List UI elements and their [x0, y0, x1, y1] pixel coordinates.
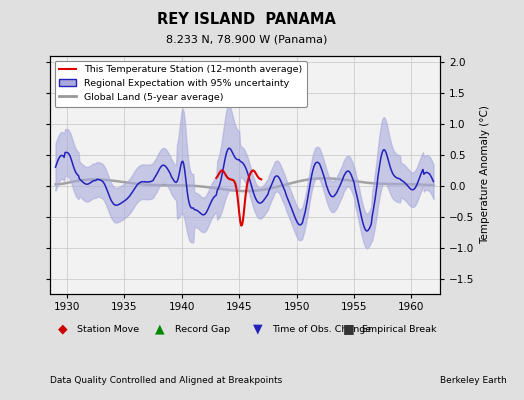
- Text: 1940: 1940: [169, 302, 195, 312]
- Text: ■: ■: [343, 322, 354, 336]
- Text: 1955: 1955: [341, 302, 367, 312]
- Text: Time of Obs. Change: Time of Obs. Change: [272, 324, 372, 334]
- Text: Berkeley Earth: Berkeley Earth: [440, 376, 507, 385]
- Text: 1935: 1935: [111, 302, 138, 312]
- Text: 1945: 1945: [226, 302, 253, 312]
- Text: Record Gap: Record Gap: [174, 324, 230, 334]
- Text: Station Move: Station Move: [77, 324, 139, 334]
- Legend: This Temperature Station (12-month average), Regional Expectation with 95% uncer: This Temperature Station (12-month avera…: [54, 61, 307, 107]
- Text: ▼: ▼: [253, 322, 263, 336]
- Text: 1960: 1960: [398, 302, 424, 312]
- Text: Empirical Break: Empirical Break: [362, 324, 436, 334]
- Text: 1950: 1950: [283, 302, 310, 312]
- Text: ▲: ▲: [155, 322, 165, 336]
- Text: REY ISLAND  PANAMA: REY ISLAND PANAMA: [157, 12, 336, 27]
- Text: ◆: ◆: [58, 322, 67, 336]
- Y-axis label: Temperature Anomaly (°C): Temperature Anomaly (°C): [480, 106, 490, 244]
- Text: 8.233 N, 78.900 W (Panama): 8.233 N, 78.900 W (Panama): [166, 34, 327, 44]
- Text: 1930: 1930: [54, 302, 80, 312]
- Text: Data Quality Controlled and Aligned at Breakpoints: Data Quality Controlled and Aligned at B…: [50, 376, 282, 385]
